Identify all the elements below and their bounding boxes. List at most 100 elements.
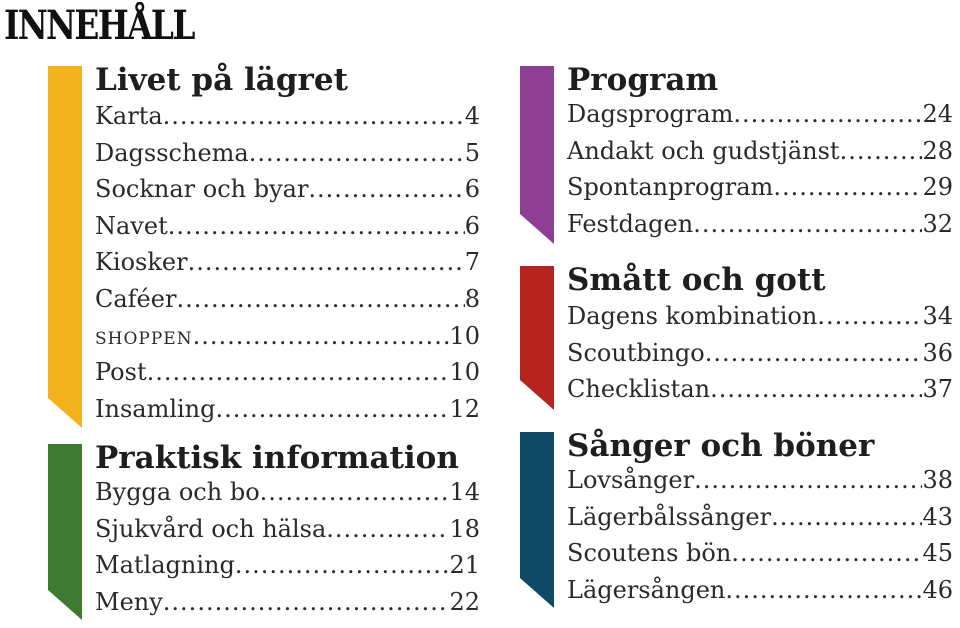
dot-leader <box>693 210 922 238</box>
toc-entry-label: Scoutens bön <box>567 539 732 568</box>
section-ribbon <box>520 266 554 410</box>
toc-entry[interactable]: shoppen 10 <box>95 322 480 350</box>
toc-entry-label: Spontanprogram <box>567 173 774 202</box>
toc-entry-label: Meny <box>95 587 163 616</box>
toc-entry-page: 36 <box>922 338 953 367</box>
toc-entry-page: 21 <box>449 551 480 580</box>
dot-leader <box>168 212 465 240</box>
toc-entry[interactable]: Checklistan 37 <box>567 375 953 403</box>
toc-entry[interactable]: Caféer 8 <box>95 285 480 313</box>
toc-entry[interactable]: Post 10 <box>95 358 480 386</box>
toc-entry-page: 45 <box>922 539 953 568</box>
dot-leader <box>731 539 922 567</box>
section-title: Livet på lägret <box>95 62 348 98</box>
dot-leader <box>176 285 464 313</box>
dot-leader <box>235 551 450 579</box>
toc-entry-page: 38 <box>922 466 953 494</box>
toc-entry[interactable]: Dagsprogram 24 <box>567 100 953 128</box>
toc-entry-label: Dagsschema <box>95 138 249 167</box>
toc-entry-page: 46 <box>922 575 953 604</box>
toc-entry[interactable]: Sjukvård och hälsa 18 <box>95 515 480 543</box>
toc-entry[interactable]: Scoutbingo 36 <box>567 339 953 367</box>
dot-leader <box>733 100 922 128</box>
dot-leader <box>249 139 465 167</box>
toc-entry-label: Socknar och byar <box>95 175 309 204</box>
toc-entry-label: Lägersången <box>567 575 726 604</box>
toc-entry[interactable]: Lovsånger 38 <box>567 466 953 494</box>
toc-entry[interactable]: Dagens kombination 34 <box>567 302 953 330</box>
dot-leader <box>260 478 450 506</box>
toc-entry[interactable]: Kiosker 7 <box>95 248 480 276</box>
toc-entry-label: Andakt och gudstjänst <box>567 136 840 165</box>
toc-entry[interactable]: Scoutens bön 45 <box>567 539 953 567</box>
dot-leader <box>710 375 922 403</box>
toc-entry-label: Caféer <box>95 285 177 313</box>
dot-leader <box>771 503 922 531</box>
dot-leader <box>308 175 464 203</box>
dot-leader <box>694 466 922 494</box>
dot-leader <box>725 576 922 604</box>
toc-entry[interactable]: Andakt och gudstjänst 28 <box>567 137 953 165</box>
toc-entry-label: Lovsånger <box>567 466 695 494</box>
toc-entry-page: 43 <box>922 502 953 531</box>
toc-entry-label: Sjukvård och hälsa <box>95 514 327 543</box>
toc-entry[interactable]: Socknar och byar 6 <box>95 175 480 203</box>
toc-entry[interactable]: Meny 22 <box>95 588 480 616</box>
toc-entry-label: Kiosker <box>95 248 188 277</box>
toc-entry-page: 8 <box>464 285 480 313</box>
toc-entry-page: 4 <box>464 102 480 130</box>
section-title: Praktisk information <box>95 440 459 476</box>
section-title: Program <box>567 62 719 98</box>
toc-entry-page: 29 <box>922 173 953 202</box>
dot-leader <box>773 173 922 201</box>
toc-entry-page: 12 <box>449 394 480 423</box>
toc-entry-label: Lägerbålssånger <box>567 502 772 531</box>
toc-entry-label: Checklistan <box>567 375 711 404</box>
section-title: Smått och gott <box>567 262 826 298</box>
toc-entry[interactable]: Spontanprogram 29 <box>567 173 953 201</box>
toc-entry-label: Dagsprogram <box>567 100 734 128</box>
toc-entry-label: shoppen <box>95 321 193 350</box>
toc-entry-page: 6 <box>464 211 480 240</box>
toc-entry[interactable]: Dagsschema 5 <box>95 139 480 167</box>
dot-leader <box>163 588 450 616</box>
toc-entry[interactable]: Festdagen 32 <box>567 210 953 238</box>
toc-entry-label: Insamling <box>95 394 216 423</box>
section-title: Sånger och böner <box>567 428 875 464</box>
dot-leader <box>193 322 450 350</box>
dot-leader <box>840 137 923 165</box>
dot-leader <box>147 358 450 386</box>
toc-entry-label: Bygga och bo <box>95 478 260 506</box>
toc-entry-page: 32 <box>922 209 953 238</box>
toc-entry[interactable]: Matlagning 21 <box>95 551 480 579</box>
dot-leader <box>326 515 449 543</box>
toc-entry-page: 22 <box>449 587 480 616</box>
toc-entry-label: Festdagen <box>567 209 694 238</box>
toc-entry-page: 7 <box>464 248 480 277</box>
dot-leader <box>163 102 465 130</box>
toc-entry-page: 37 <box>922 375 953 404</box>
toc-entry-label: Navet <box>95 211 168 240</box>
toc-entry[interactable]: Insamling 12 <box>95 395 480 423</box>
section-ribbon <box>520 66 554 244</box>
toc-entry[interactable]: Navet 6 <box>95 212 480 240</box>
section-ribbon <box>520 432 554 608</box>
toc-entry-label: Dagens kombination <box>567 302 818 330</box>
section-ribbon <box>48 66 82 428</box>
toc-entry-page: 10 <box>449 358 480 387</box>
toc-entry-page: 24 <box>922 100 953 128</box>
section-ribbon <box>48 444 82 620</box>
toc-entry-label: Scoutbingo <box>567 338 705 367</box>
dot-leader <box>817 302 922 330</box>
toc-entry[interactable]: Karta 4 <box>95 102 480 130</box>
toc-entry[interactable]: Bygga och bo 14 <box>95 478 480 506</box>
toc-entry-page: 18 <box>449 514 480 543</box>
toc-section: Smått och gott Dagens kombination 34 Scoutb… <box>520 262 953 410</box>
toc-entry[interactable]: Lägerbålssånger 43 <box>567 503 953 531</box>
toc-entry-label: Matlagning <box>95 551 235 580</box>
toc-entry-label: Post <box>95 358 147 387</box>
toc-entry[interactable]: Lägersången 46 <box>567 576 953 604</box>
dot-leader <box>188 248 465 276</box>
